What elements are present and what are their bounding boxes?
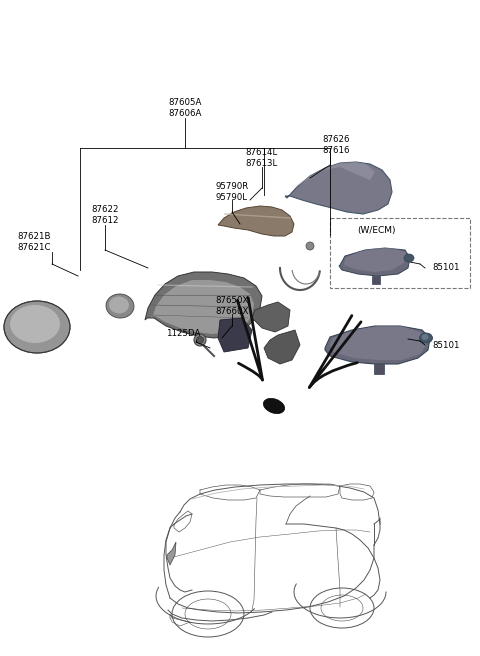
Polygon shape: [151, 280, 254, 334]
Ellipse shape: [106, 294, 134, 318]
Polygon shape: [218, 318, 252, 352]
Polygon shape: [374, 364, 384, 374]
Text: 87622
87612: 87622 87612: [91, 205, 119, 225]
Polygon shape: [296, 162, 375, 186]
Ellipse shape: [420, 333, 432, 343]
Polygon shape: [339, 248, 410, 276]
Text: 87626
87616: 87626 87616: [322, 135, 350, 155]
Ellipse shape: [421, 334, 429, 340]
Polygon shape: [167, 542, 176, 565]
Polygon shape: [252, 302, 290, 332]
Text: 95790R
95790L: 95790R 95790L: [216, 182, 249, 201]
Polygon shape: [285, 162, 392, 214]
Text: 1125DA: 1125DA: [166, 329, 200, 338]
Polygon shape: [264, 330, 300, 364]
Text: 87650X
87660X: 87650X 87660X: [216, 297, 249, 316]
Polygon shape: [330, 326, 428, 360]
Ellipse shape: [306, 242, 314, 250]
Ellipse shape: [196, 337, 204, 344]
Text: (W/ECM): (W/ECM): [358, 226, 396, 234]
Bar: [330, 218, 470, 288]
Ellipse shape: [404, 254, 414, 262]
Text: 87605A
87606A: 87605A 87606A: [168, 98, 202, 117]
Text: 85101: 85101: [432, 264, 459, 272]
Polygon shape: [372, 276, 380, 284]
Text: 87614L
87613L: 87614L 87613L: [246, 148, 278, 168]
Ellipse shape: [109, 297, 129, 314]
Polygon shape: [218, 206, 294, 236]
Ellipse shape: [264, 398, 285, 413]
Polygon shape: [325, 326, 430, 364]
Polygon shape: [344, 248, 406, 272]
Text: 85101: 85101: [432, 340, 459, 350]
Ellipse shape: [10, 305, 60, 343]
Text: 87621B
87621C: 87621B 87621C: [17, 232, 51, 252]
Ellipse shape: [194, 334, 206, 346]
Ellipse shape: [4, 301, 70, 353]
Polygon shape: [145, 272, 262, 338]
